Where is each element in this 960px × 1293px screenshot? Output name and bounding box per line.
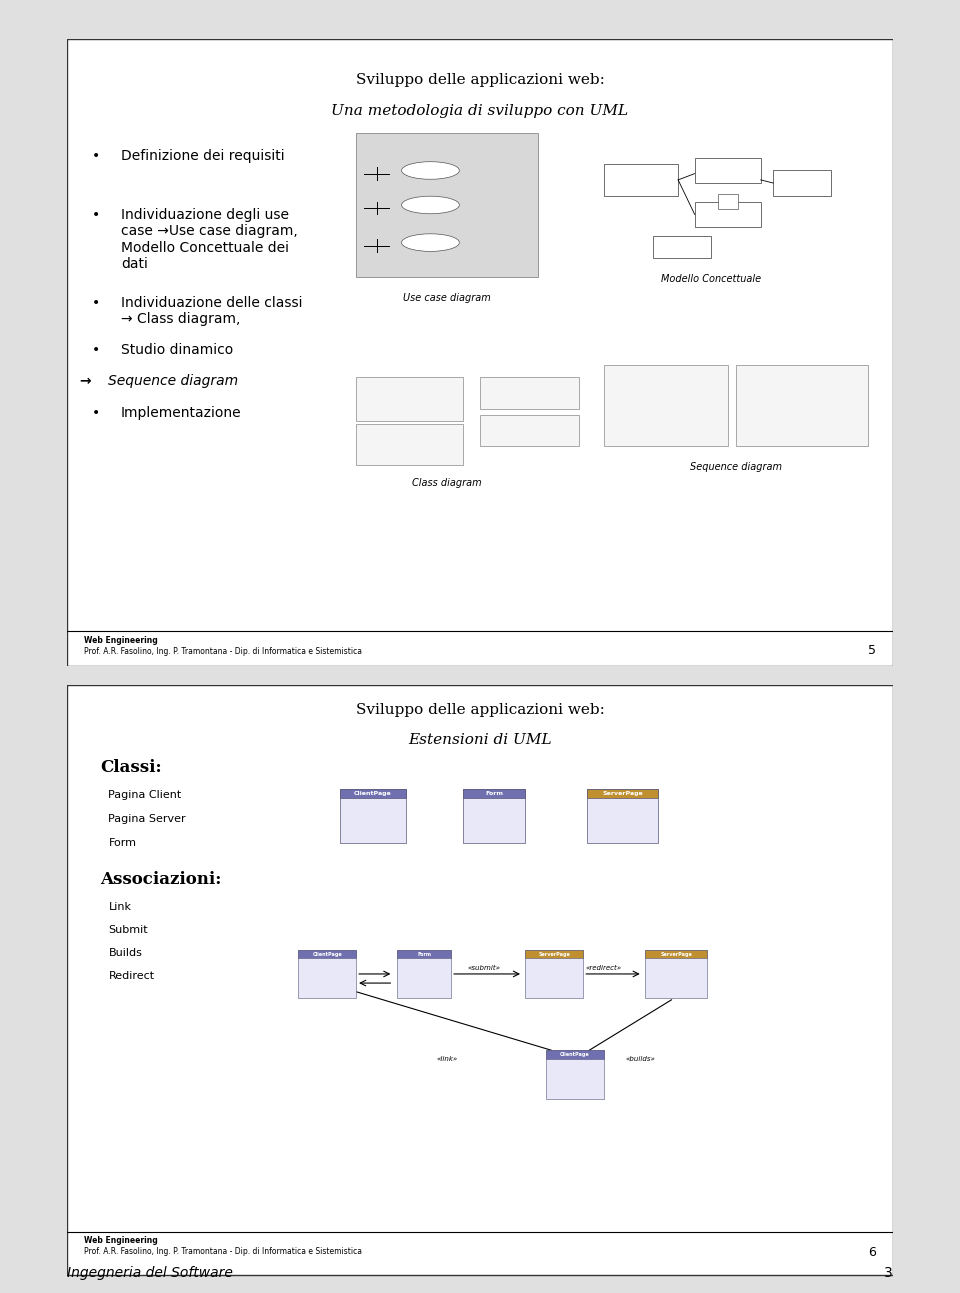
Bar — [604, 164, 678, 195]
Ellipse shape — [401, 162, 460, 180]
Bar — [480, 415, 579, 446]
Text: «builds»: «builds» — [626, 1056, 656, 1062]
Text: Studio dinamico: Studio dinamico — [121, 343, 233, 357]
Text: Form: Form — [418, 952, 431, 957]
Ellipse shape — [401, 234, 460, 251]
Bar — [340, 789, 406, 799]
Text: Pagina Client: Pagina Client — [108, 790, 181, 799]
Ellipse shape — [401, 197, 460, 213]
Text: ServerPage: ServerPage — [602, 791, 643, 796]
Bar — [546, 1050, 604, 1099]
Bar — [397, 949, 451, 998]
Text: Submit: Submit — [108, 926, 148, 935]
Bar — [480, 378, 579, 409]
Text: •: • — [92, 208, 100, 222]
Text: Definizione dei requisiti: Definizione dei requisiti — [121, 149, 284, 163]
Text: Redirect: Redirect — [108, 971, 155, 981]
Bar — [299, 949, 356, 958]
Bar — [588, 789, 658, 843]
FancyBboxPatch shape — [718, 194, 737, 209]
Text: Form: Form — [486, 791, 503, 796]
Text: Pagina Server: Pagina Server — [108, 815, 186, 824]
Text: Builds: Builds — [108, 948, 142, 958]
Text: Classi:: Classi: — [100, 759, 162, 776]
Bar — [464, 789, 525, 799]
Bar — [525, 949, 584, 998]
Bar — [588, 789, 658, 799]
Text: «rеdirect»: «rеdirect» — [586, 965, 622, 971]
Text: Individuazione degli use
case →Use case diagram,
Modello Concettuale dei
dati: Individuazione degli use case →Use case … — [121, 208, 298, 270]
Text: «link»: «link» — [437, 1056, 458, 1062]
Bar — [525, 949, 584, 958]
Text: Sequence diagram: Sequence diagram — [108, 374, 239, 388]
Text: Class diagram: Class diagram — [412, 477, 482, 487]
Bar — [397, 949, 451, 958]
Bar — [645, 949, 707, 958]
Text: Implementazione: Implementazione — [121, 406, 242, 420]
Text: 6: 6 — [869, 1245, 876, 1258]
Text: Estensioni di UML: Estensioni di UML — [408, 733, 552, 747]
FancyBboxPatch shape — [67, 39, 893, 666]
Text: •: • — [92, 406, 100, 420]
Text: Modello Concettuale: Modello Concettuale — [661, 274, 761, 284]
Text: ClientPage: ClientPage — [560, 1051, 589, 1056]
Text: Sviluppo delle applicazioni web:: Sviluppo delle applicazioni web: — [355, 72, 605, 87]
Text: Individuazione delle classi
→ Class diagram,: Individuazione delle classi → Class diag… — [121, 296, 302, 326]
Text: Web Engineering: Web Engineering — [84, 1236, 157, 1245]
FancyBboxPatch shape — [356, 133, 538, 277]
Text: ServerPage: ServerPage — [660, 952, 692, 957]
Text: Use case diagram: Use case diagram — [403, 292, 491, 303]
FancyBboxPatch shape — [67, 685, 893, 1275]
Text: «submit»: «submit» — [468, 965, 500, 971]
Bar — [546, 1050, 604, 1059]
Text: Una metodologia di sviluppo con UML: Una metodologia di sviluppo con UML — [331, 103, 629, 118]
Bar — [654, 237, 711, 259]
Text: Form: Form — [108, 838, 136, 848]
Bar — [695, 202, 760, 226]
Bar — [340, 789, 406, 843]
Text: Link: Link — [108, 903, 132, 912]
Text: •: • — [92, 149, 100, 163]
Bar — [356, 424, 464, 465]
Bar — [773, 171, 830, 195]
Text: 3: 3 — [884, 1266, 893, 1280]
Bar — [299, 949, 356, 998]
Bar — [464, 789, 525, 843]
Text: Sequence diagram: Sequence diagram — [690, 462, 782, 472]
Bar — [736, 365, 868, 446]
Bar — [356, 378, 464, 422]
Bar — [645, 949, 707, 998]
Text: Ingegneria del Software: Ingegneria del Software — [67, 1266, 233, 1280]
Text: Prof. A.R. Fasolino, Ing. P. Tramontana - Dip. di Informatica e Sistemistica: Prof. A.R. Fasolino, Ing. P. Tramontana … — [84, 646, 362, 656]
Bar — [695, 158, 760, 184]
Text: Web Engineering: Web Engineering — [84, 636, 157, 645]
Text: ServerPage: ServerPage — [539, 952, 570, 957]
Text: ClientPage: ClientPage — [312, 952, 342, 957]
Text: ClientPage: ClientPage — [354, 791, 392, 796]
Bar — [604, 365, 728, 446]
Text: Prof. A.R. Fasolino, Ing. P. Tramontana - Dip. di Informatica e Sistemistica: Prof. A.R. Fasolino, Ing. P. Tramontana … — [84, 1248, 362, 1257]
Text: 5: 5 — [868, 644, 876, 657]
Text: Sviluppo delle applicazioni web:: Sviluppo delle applicazioni web: — [355, 702, 605, 716]
Text: •: • — [92, 343, 100, 357]
Text: Associazioni:: Associazioni: — [100, 871, 222, 888]
Text: •: • — [92, 296, 100, 310]
Text: →: → — [80, 374, 91, 388]
